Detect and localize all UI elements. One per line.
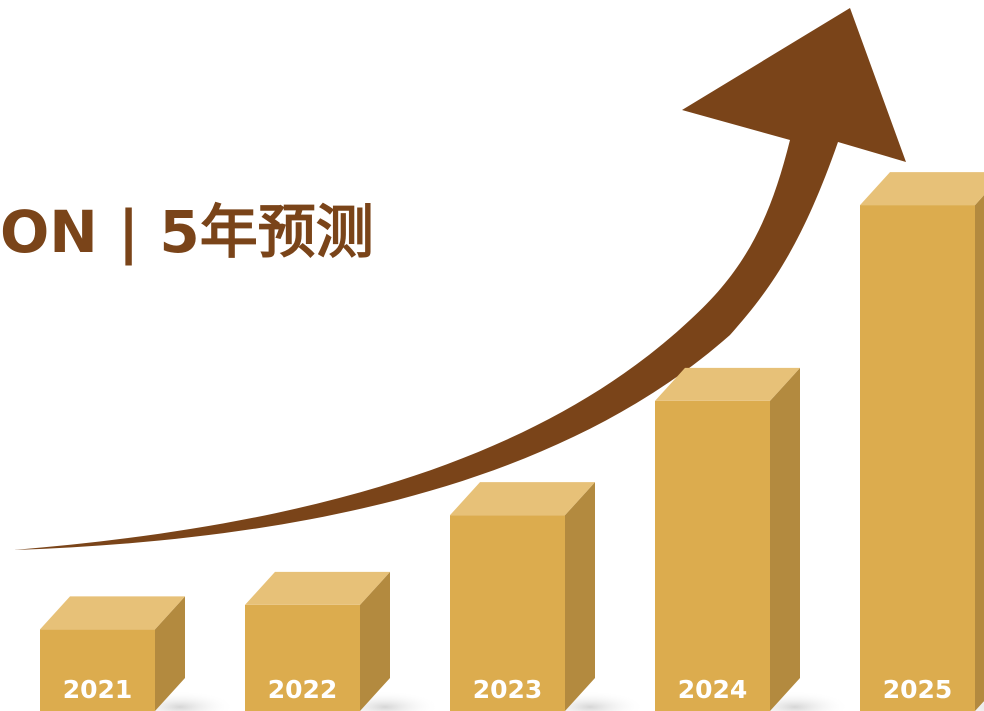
year-label-2024: 2024 xyxy=(678,675,748,704)
bar-side-2024 xyxy=(770,367,800,711)
bar-top-2024 xyxy=(655,367,800,401)
bar-top-2025 xyxy=(860,172,984,206)
chart-title: ON | 5年预测 xyxy=(0,198,374,266)
bar-front-2025 xyxy=(860,205,975,711)
year-label-2023: 2023 xyxy=(473,675,543,704)
year-label-2021: 2021 xyxy=(63,675,133,704)
bar-front-2022 xyxy=(245,604,360,711)
year-label-2025: 2025 xyxy=(883,675,953,704)
bar-top-2023 xyxy=(450,482,595,516)
bar-side-2023 xyxy=(565,482,595,711)
bar-2021: 2021 xyxy=(40,596,185,711)
bar-front-2021 xyxy=(40,629,155,711)
bar-2024: 2024 xyxy=(655,367,800,711)
bar-side-2025 xyxy=(975,195,984,711)
bar-front-2023 xyxy=(450,515,565,711)
bar-2022: 2022 xyxy=(245,571,390,711)
bar-side-2022 xyxy=(360,571,390,711)
bar-2023: 2023 xyxy=(450,482,595,711)
trend-arrow xyxy=(14,8,906,550)
bar-front-2024 xyxy=(655,400,770,711)
bar-top-2022 xyxy=(245,571,390,605)
bars: 2021 2022 2023 2024 2025 xyxy=(40,172,984,711)
bar-2025: 2025 xyxy=(860,172,984,711)
bar-side-2021 xyxy=(155,596,185,711)
year-label-2022: 2022 xyxy=(268,675,338,704)
bar-top-2021 xyxy=(40,596,185,630)
